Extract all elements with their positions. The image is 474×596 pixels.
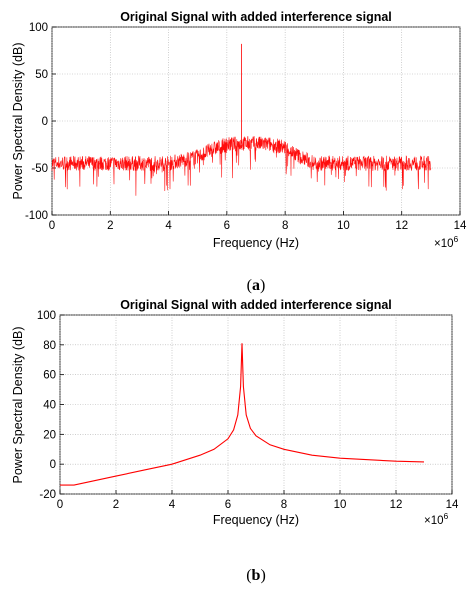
x-tick-label: 4	[165, 220, 172, 232]
series-layer	[51, 43, 432, 196]
x-tick-label: 2	[113, 499, 119, 511]
y-tick-label: 100	[37, 310, 56, 322]
y-axis-label: Power Spectral Density (dB)	[11, 42, 25, 199]
y-tick-label: 60	[43, 370, 56, 382]
x-tick-label: 8	[282, 220, 288, 232]
y-tick-label: 40	[43, 400, 56, 412]
y-tick-label: 20	[43, 429, 56, 441]
y-tick-label: -50	[31, 163, 48, 175]
x-tick-labels: 0 2 4 6 8 10 12 14	[49, 220, 467, 232]
y-tick-labels: -20 0 20 40 60 80 100	[37, 310, 56, 501]
x-exponent-label: ×106	[424, 511, 449, 527]
x-tick-label: 10	[337, 220, 350, 232]
series-line	[51, 136, 432, 196]
y-tick-label: 80	[43, 340, 56, 352]
x-tick-label: 14	[454, 220, 467, 232]
y-tick-label: 0	[42, 116, 48, 128]
y-tick-labels: -100 -50 0 50 100	[25, 22, 48, 222]
x-tick-label: 6	[224, 220, 230, 232]
x-tick-label: 14	[446, 499, 459, 511]
plot-area	[51, 26, 461, 216]
x-axis-label: Frequency (Hz)	[213, 236, 299, 250]
x-tick-label: 2	[107, 220, 113, 232]
series-line	[60, 343, 425, 486]
x-tick-label: 8	[281, 499, 287, 511]
x-tick-label: 12	[395, 220, 408, 232]
panel-caption-b: (b)	[246, 567, 266, 584]
x-tick-label: 0	[49, 220, 55, 232]
x-tick-labels: 0 2 4 6 8 10 12 14	[57, 499, 459, 511]
chart-title: Original Signal with added interference …	[120, 10, 392, 24]
y-tick-label: 50	[35, 69, 48, 81]
x-tick-label: 10	[334, 499, 347, 511]
grid	[59, 314, 453, 495]
y-tick-label: -100	[25, 210, 48, 222]
y-axis-label: Power Spectral Density (dB)	[11, 326, 25, 483]
x-exponent-label: ×106	[434, 234, 459, 250]
panel-caption-a: (a)	[247, 277, 266, 294]
y-tick-label: 0	[50, 459, 56, 471]
x-tick-label: 12	[390, 499, 403, 511]
x-axis-label: Frequency (Hz)	[213, 513, 299, 527]
x-tick-label: 4	[169, 499, 176, 511]
chart-panel-b: Original Signal with added interference …	[11, 298, 459, 584]
series-layer	[60, 343, 425, 486]
chart-title: Original Signal with added interference …	[120, 298, 392, 312]
x-tick-label: 6	[225, 499, 231, 511]
y-tick-label: -20	[39, 489, 56, 501]
y-tick-label: 100	[29, 22, 48, 34]
x-tick-label: 0	[57, 499, 63, 511]
chart-panel-a: Original Signal with added interference …	[11, 10, 467, 294]
